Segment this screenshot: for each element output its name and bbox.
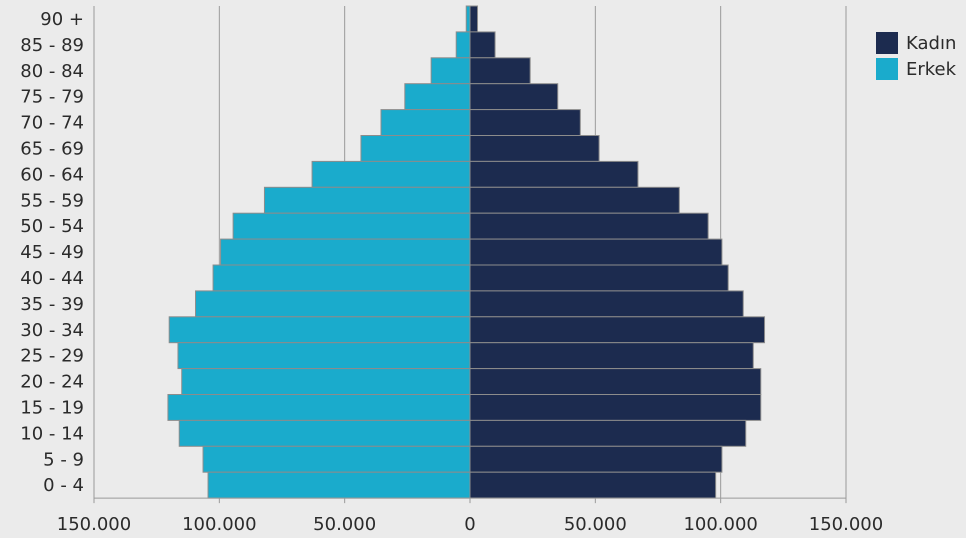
bar-kadin-8	[469, 212, 709, 240]
xtick-label-1: 100.000	[182, 514, 256, 535]
legend-item-kadin: Kadın	[876, 30, 956, 56]
ytick-label-6: 60 - 64	[20, 164, 84, 185]
bar-kadin-1	[469, 31, 496, 59]
bar-kadin-4	[469, 109, 581, 136]
bar-kadin-11	[469, 290, 744, 318]
bar-kadin-14	[469, 368, 762, 396]
bar-erkek-16	[178, 419, 471, 447]
bar-erkek-4	[380, 109, 471, 136]
bar-erkek-6	[311, 160, 471, 188]
ytick-label-12: 30 - 34	[20, 320, 84, 341]
bar-kadin-5	[469, 135, 600, 162]
bar-erkek-1	[455, 31, 471, 59]
bar-erkek-9	[220, 238, 471, 266]
xtick-label-5: 100.000	[683, 514, 757, 535]
bar-erkek-7	[263, 186, 471, 214]
bar-kadin-15	[469, 394, 762, 421]
legend-swatch-erkek	[876, 58, 898, 80]
ytick-label-11: 35 - 39	[20, 294, 84, 315]
bar-kadin-10	[469, 264, 729, 292]
bar-erkek-10	[212, 264, 471, 292]
bar-erkek-3	[404, 83, 471, 111]
bar-erkek-12	[168, 316, 471, 344]
bar-erkek-8	[232, 212, 471, 240]
bar-erkek-14	[181, 368, 471, 396]
legend-label-erkek: Erkek	[906, 58, 957, 80]
bar-erkek-5	[360, 135, 471, 162]
ytick-label-1: 85 - 89	[20, 35, 84, 56]
bar-erkek-0	[465, 5, 471, 33]
ytick-label-9: 45 - 49	[20, 242, 84, 263]
ytick-label-15: 15 - 19	[20, 397, 84, 418]
bar-kadin-16	[469, 419, 747, 447]
bar-kadin-7	[469, 186, 680, 214]
ytick-label-4: 70 - 74	[20, 113, 84, 134]
ytick-label-18: 0 - 4	[43, 475, 84, 496]
bar-erkek-11	[195, 290, 471, 318]
legend-label-kadin: Kadın	[906, 32, 957, 54]
bar-kadin-0	[469, 5, 479, 33]
bar-kadin-13	[469, 342, 754, 370]
bar-erkek-2	[430, 57, 471, 85]
ytick-label-2: 80 - 84	[20, 61, 84, 82]
bar-kadin-3	[469, 83, 559, 111]
legend: Kadın Erkek	[876, 30, 956, 82]
bar-kadin-6	[469, 160, 639, 188]
bar-kadin-17	[469, 445, 723, 473]
legend-item-erkek: Erkek	[876, 56, 956, 82]
xtick-label-4: 50.000	[564, 514, 627, 535]
xtick-label-0: 150.000	[57, 514, 131, 535]
ytick-label-0: 90 +	[40, 9, 84, 30]
ytick-label-16: 10 - 14	[20, 423, 84, 444]
xtick-label-6: 150.000	[809, 514, 883, 535]
ytick-label-7: 55 - 59	[20, 190, 84, 211]
xtick-label-3: 0	[464, 514, 475, 535]
ytick-label-5: 65 - 69	[20, 138, 84, 159]
xtick-label-2: 50.000	[313, 514, 376, 535]
ytick-label-3: 75 - 79	[20, 87, 84, 108]
bar-kadin-9	[469, 238, 723, 266]
ytick-label-8: 50 - 54	[20, 216, 84, 237]
ytick-label-14: 20 - 24	[20, 372, 84, 393]
ytick-label-13: 25 - 29	[20, 346, 84, 367]
bar-erkek-13	[177, 342, 471, 370]
legend-swatch-kadin	[876, 32, 898, 54]
bar-kadin-18	[469, 471, 717, 499]
bar-erkek-15	[167, 394, 471, 421]
bar-kadin-2	[469, 57, 531, 85]
bar-kadin-12	[469, 316, 766, 344]
bar-erkek-17	[202, 445, 471, 473]
ytick-label-17: 5 - 9	[43, 449, 84, 470]
ytick-label-10: 40 - 44	[20, 268, 84, 289]
bar-erkek-18	[207, 471, 471, 499]
